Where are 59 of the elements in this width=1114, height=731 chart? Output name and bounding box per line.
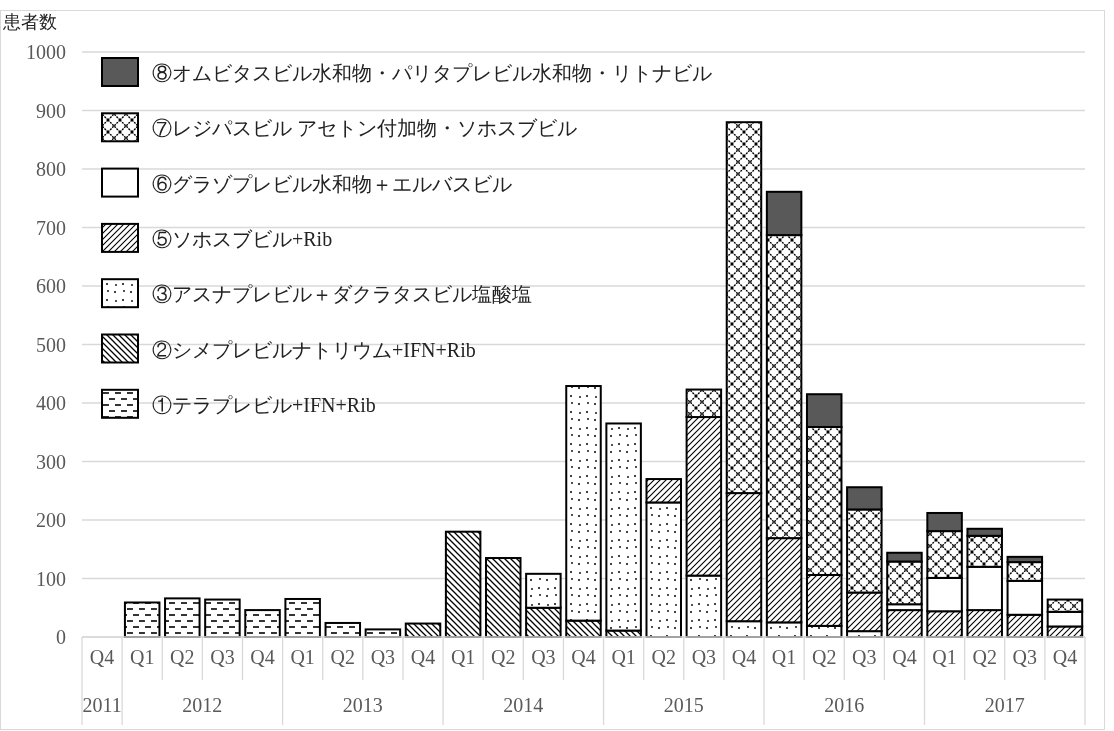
y-tick-label: 700 — [36, 216, 66, 239]
x-tick-label: Q1 — [771, 646, 797, 668]
y-tick-label: 800 — [36, 158, 66, 180]
legend-label: ③アスナプレビル＋ダクラタスビル塩酸塩 — [152, 283, 532, 306]
y-tick-label: 200 — [36, 509, 66, 531]
text: 2011 — [82, 694, 122, 716]
text: 2016 — [824, 694, 865, 716]
y-axis-title: 患者数 — [2, 12, 57, 32]
y-tick-label: 1000 — [26, 41, 66, 63]
y-tick-label: 500 — [36, 333, 66, 356]
legend-label: ⑧オムビタスビル水和物・パリタプレビル水和物・リトナビル — [152, 62, 712, 84]
x-tick-label: Q4 — [410, 646, 436, 668]
bar — [605, 422, 642, 632]
x-tick-label: Q2 — [170, 646, 195, 668]
x-tick-label: Q1 — [129, 646, 155, 668]
x-tick-label: Q4 — [892, 646, 917, 668]
y-tick-label: 0 — [56, 626, 66, 648]
bar — [485, 557, 522, 638]
x-tick-label: Q4 — [731, 646, 757, 668]
x-tick-label: Q4 — [571, 646, 596, 668]
text: 2017 — [984, 694, 1025, 716]
text: 2012 — [182, 694, 223, 716]
legend-label: ⑥グラゾプレビル水和物＋エルバスビル — [152, 172, 512, 195]
x-tick-label: Q3 — [1012, 646, 1038, 668]
x-tick-label: Q1 — [450, 646, 476, 668]
x-tick-label: Q3 — [370, 646, 396, 668]
legend-label: ②シメプレビルナトリウム+IFN+Rib — [152, 338, 476, 361]
x-tick-label: Q4 — [89, 646, 115, 668]
x-tick-label: Q1 — [611, 646, 636, 668]
x-tick-label: Q2 — [330, 646, 356, 668]
legend-label: ⑦レジパスビル アセトン付加物・ソホスブビル — [152, 117, 577, 140]
x-tick-label: Q2 — [651, 646, 676, 668]
y-tick-label: 300 — [36, 450, 66, 473]
text: 2013 — [342, 694, 383, 716]
bar — [444, 530, 482, 638]
y-tick-label: 600 — [36, 275, 66, 297]
x-tick-label: Q4 — [1052, 646, 1078, 668]
x-tick-label: Q2 — [491, 646, 516, 668]
x-tick-label: Q2 — [972, 646, 997, 668]
bar — [284, 597, 321, 638]
bar — [244, 609, 281, 638]
legend-label: ①テラプレビル+IFN+Rib — [152, 393, 376, 416]
text: 2014 — [503, 694, 544, 716]
x-tick-label: Q4 — [250, 646, 275, 668]
x-tick-label: Q3 — [852, 646, 877, 668]
legend-label: ⑤ソホスブビル+Rib — [152, 227, 333, 250]
y-tick-label: 100 — [36, 567, 66, 590]
x-tick-label: Q2 — [811, 646, 837, 668]
y-tick-label: 900 — [36, 99, 66, 122]
x-tick-label: Q1 — [290, 646, 315, 668]
bar — [164, 597, 201, 638]
text: 2015 — [663, 694, 704, 716]
bar — [123, 601, 161, 638]
x-tick-label: Q1 — [932, 646, 957, 668]
bar — [204, 598, 241, 638]
y-tick-label: 400 — [36, 392, 66, 414]
x-tick-label: Q3 — [210, 646, 235, 668]
x-tick-label: Q3 — [531, 646, 556, 668]
x-tick-label: Q3 — [691, 646, 717, 668]
